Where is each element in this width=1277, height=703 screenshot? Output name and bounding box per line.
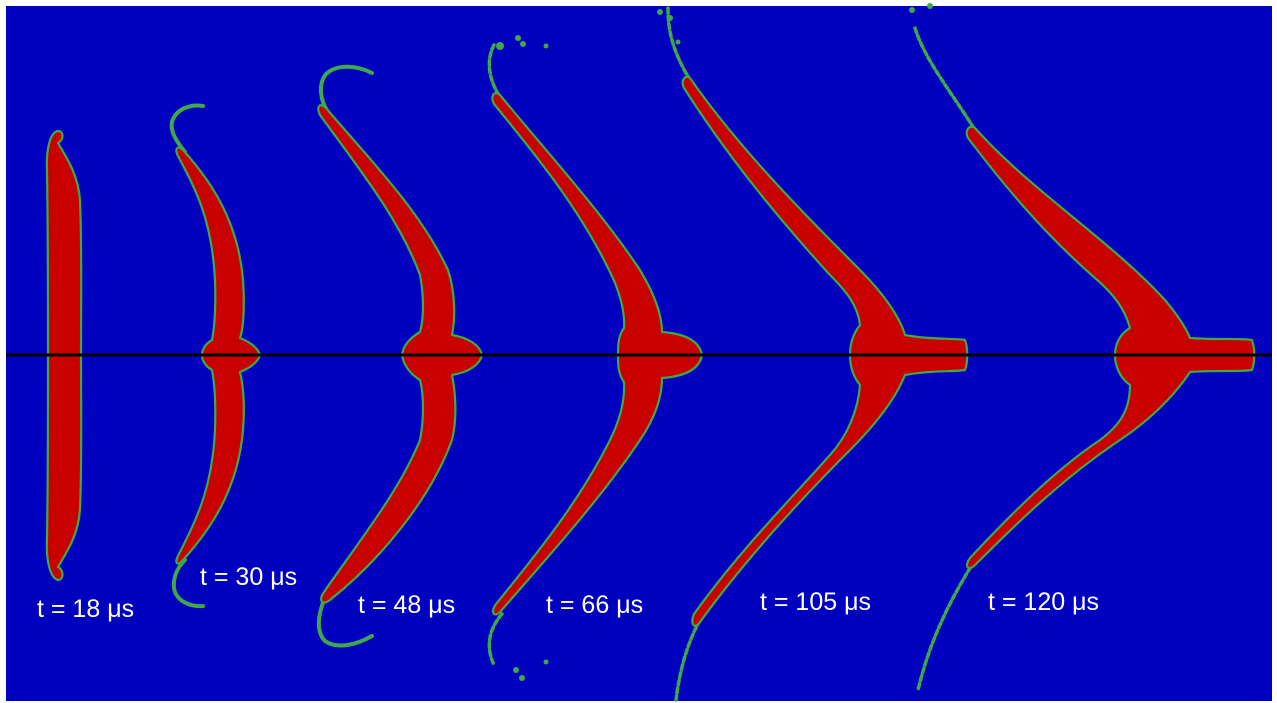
- snapshot-6-sheet: [909, 3, 1256, 692]
- time-label-105us: t = 105 μs: [760, 588, 871, 616]
- snapshot-5-sheet: [657, 6, 969, 702]
- time-label-18us: t = 18 μs: [37, 595, 134, 623]
- time-label-120us: t = 120 μs: [988, 588, 1099, 616]
- time-label-48us: t = 48 μs: [358, 591, 455, 619]
- time-label-66us: t = 66 μs: [546, 591, 643, 619]
- time-label-30us: t = 30 μs: [200, 563, 297, 591]
